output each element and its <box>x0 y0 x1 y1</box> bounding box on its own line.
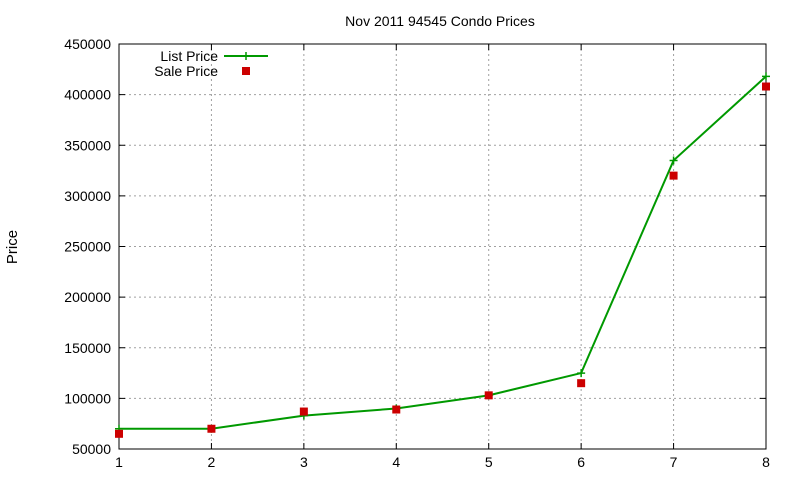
y-tick-label: 450000 <box>64 36 111 52</box>
sale-price-point <box>484 391 493 400</box>
y-tick-label: 250000 <box>64 239 111 255</box>
y-tick-label: 50000 <box>72 441 111 457</box>
y-axis-title: Price <box>4 230 21 264</box>
list-price-point <box>669 156 678 165</box>
x-tick-label: 7 <box>670 454 678 470</box>
sale-price-point <box>207 424 216 433</box>
legend-swatch-marker <box>242 52 250 60</box>
x-tick-label: 4 <box>392 454 400 470</box>
y-tick-label: 100000 <box>64 390 111 406</box>
y-tick-label: 200000 <box>64 289 111 305</box>
legend-swatch-marker <box>242 67 250 75</box>
x-tick-label: 1 <box>115 454 123 470</box>
x-tick-label: 5 <box>485 454 493 470</box>
legend-label: List Price <box>160 48 218 64</box>
sale-price-point <box>392 405 401 414</box>
list-price-point <box>577 369 586 378</box>
legend-label: Sale Price <box>154 63 218 79</box>
axis-ticks: 1 2 3 4 5 6 7 8 50000 100000 150000 200000 250000 300… <box>64 36 770 470</box>
x-tick-label: 8 <box>762 454 770 470</box>
sale-price-point <box>577 379 586 388</box>
list-price-point <box>762 72 770 81</box>
y-tick-label: 400000 <box>64 87 111 103</box>
x-tick-label: 2 <box>208 454 216 470</box>
x-tick-label: 6 <box>577 454 585 470</box>
plot-frame <box>118 43 767 450</box>
grid <box>119 44 766 449</box>
chart-title: Nov 2011 94545 Condo Prices <box>345 13 535 29</box>
x-tick-label: 3 <box>300 454 308 470</box>
sale-price-point <box>669 171 678 180</box>
y-tick-label: 300000 <box>64 188 111 204</box>
y-tick-label: 150000 <box>64 340 111 356</box>
sale-price-point <box>115 429 123 438</box>
sale-price-point <box>762 82 770 91</box>
sale-price-point <box>299 407 308 416</box>
series-layer <box>115 72 770 438</box>
y-tick-label: 350000 <box>64 137 111 153</box>
list-price-line <box>119 75 767 430</box>
